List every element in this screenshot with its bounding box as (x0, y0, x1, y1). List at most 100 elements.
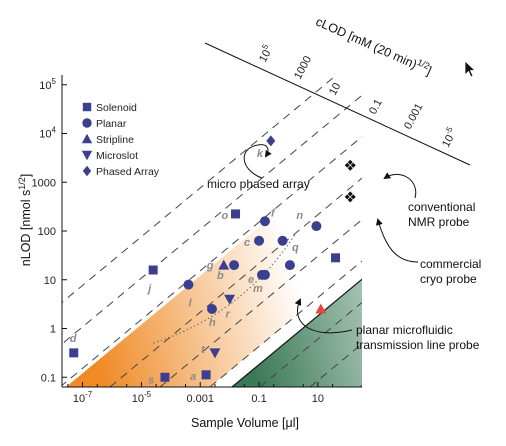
data-point (344, 159, 356, 171)
marker-diamond (82, 165, 92, 177)
legend-label: Phased Array (96, 166, 160, 178)
y-tick-label: 1000 (32, 177, 56, 189)
data-point: a (190, 370, 211, 383)
data-point (277, 235, 288, 246)
marker-diamond-cluster (344, 159, 356, 171)
data-point: m (253, 269, 267, 295)
point-label: t (201, 344, 206, 356)
svg-text:105: 105 (254, 42, 275, 64)
y-tick-label: 100 (38, 226, 56, 238)
legend-entry: Solenoid (82, 102, 137, 114)
clod-tick-label: 10-5 (437, 125, 460, 150)
point-label: b (217, 270, 224, 282)
marker-circle (311, 221, 322, 232)
svg-text:0.1: 0.1 (367, 97, 385, 116)
point-label: h (209, 317, 216, 329)
annotation-cryo1: commercial (420, 257, 481, 271)
annotation-arrow (243, 144, 272, 179)
annotation-phased: micro phased array (207, 177, 310, 191)
point-label: k (257, 148, 264, 160)
point-label: o (222, 210, 229, 222)
marker-circle (254, 235, 265, 246)
data-point: q (284, 242, 299, 271)
clod-tick-label: 1000 (292, 54, 314, 81)
point-label: l (188, 298, 192, 310)
y-tick-label: 10 (44, 275, 56, 287)
annotation-arrow (294, 298, 353, 334)
clod-tick-label: 105 (254, 42, 275, 64)
y-axis-title: nLOD [nmol s1/2] (17, 174, 33, 266)
marker-circle (82, 118, 92, 128)
annotation-planar1: planar microfluidic (356, 323, 453, 337)
x-tick-label: 10-5 (132, 390, 152, 405)
marker-circle (257, 269, 267, 280)
point-label: f (271, 207, 276, 219)
marker-square (69, 348, 79, 358)
clod-tick-label: 10 (327, 81, 343, 97)
point-label: g (206, 260, 214, 272)
x-tick-label: 0.1 (251, 393, 266, 405)
point-label: d (70, 333, 77, 345)
marker-circle (183, 279, 194, 290)
point-label: q (292, 242, 299, 254)
x-tick-label: 0.001 (186, 393, 214, 405)
clod-dashed-line (62, 136, 362, 386)
legend-entry: Phased Array (82, 165, 160, 178)
legend-label: Solenoid (96, 102, 137, 114)
annotation-conv2: NMR probe (408, 215, 470, 229)
data-point: k (257, 135, 276, 160)
clod-tick-label: 0.1 (367, 97, 385, 116)
orange-band (66, 141, 362, 387)
legend-label: Stripline (96, 134, 134, 146)
marker-square (201, 370, 211, 380)
x-tick-label: 10 (312, 393, 324, 405)
data-point (331, 253, 341, 263)
marker-triangle (81, 133, 93, 144)
y-tick-label: 104 (39, 126, 56, 141)
legend-label: Planar (96, 118, 127, 130)
x-axis-title: Sample Volume [μl] (191, 416, 299, 430)
data-point: d (69, 333, 79, 358)
annotation-cryo2: cryo probe (420, 272, 477, 286)
y-tick-label: 105 (39, 77, 56, 92)
data-point: h (207, 304, 217, 329)
data-point: t (201, 344, 221, 359)
data-point: g (206, 259, 230, 272)
annotation-arrow (375, 218, 419, 263)
marker-triangle (218, 259, 230, 270)
top-axis-title-group: cLOD [mM (20 min)1/2] (314, 15, 434, 79)
point-label: j (146, 283, 152, 295)
marker-circle (207, 304, 217, 314)
point-label: a (190, 371, 196, 383)
marker-square (231, 209, 241, 219)
marker-circle (229, 260, 240, 271)
data-point: j (146, 265, 158, 295)
data-point: r (224, 294, 236, 320)
data-point: o (222, 209, 241, 222)
marker-square (331, 253, 341, 263)
y-axis-title-group: nLOD [nmol s1/2] (17, 174, 33, 266)
marker-circle (277, 235, 288, 246)
data-point: s (148, 372, 170, 386)
svg-text:10-5: 10-5 (437, 125, 460, 150)
marker-square (148, 265, 158, 275)
marker-diamond-cluster (344, 191, 356, 203)
svg-text:1000: 1000 (292, 54, 314, 81)
annotation-planar2: transmission line probe (356, 338, 480, 352)
marker-triangle (315, 303, 327, 314)
legend-entry: Stripline (81, 133, 134, 146)
legend-label: Microslot (96, 150, 138, 162)
clod-dashed-line (159, 218, 362, 387)
annotation-conv1: conventional (408, 200, 475, 214)
point-label: m (253, 283, 263, 295)
y-tick-label: 1 (50, 324, 56, 336)
svg-text:0.001: 0.001 (402, 101, 426, 131)
clod-dashed-line (62, 75, 337, 304)
point-label: c (244, 237, 250, 249)
point-label: n (296, 210, 303, 222)
clod-tick-label: 0.001 (402, 101, 426, 131)
marker-triangle-down (209, 348, 221, 359)
data-point: l (183, 279, 194, 310)
data-point (315, 303, 327, 314)
